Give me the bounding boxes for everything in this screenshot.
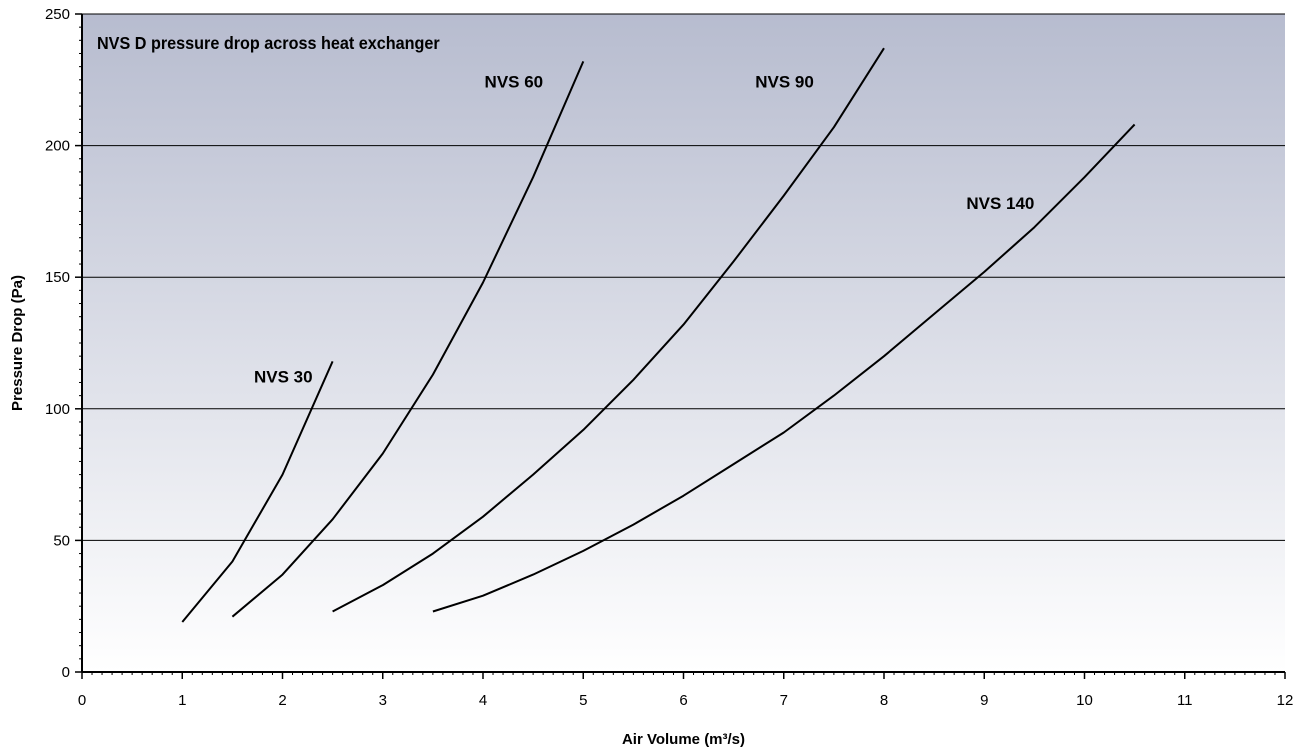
x-tick-label-0: 0 <box>78 692 86 709</box>
y-tick-label-150: 150 <box>45 269 70 286</box>
y-axis-title: Pressure Drop (Pa) <box>9 275 26 411</box>
y-tick-label-0: 0 <box>62 664 70 681</box>
series-line-nvs-30 <box>181 360 334 623</box>
x-tick-label-11: 11 <box>1177 692 1193 709</box>
series-label-nvs-60: NVS 60 <box>485 73 544 92</box>
x-tick-label-6: 6 <box>679 692 687 709</box>
series-label-nvs-30: NVS 30 <box>254 367 313 386</box>
x-tick-label-7: 7 <box>780 692 788 709</box>
x-tick-label-8: 8 <box>880 692 888 709</box>
series-line-nvs-90 <box>332 47 885 613</box>
y-tick-label-250: 250 <box>45 6 70 23</box>
series-label-nvs-90: NVS 90 <box>755 73 814 92</box>
x-tick-label-9: 9 <box>980 692 988 709</box>
x-tick-label-10: 10 <box>1076 692 1093 709</box>
x-axis-title: Air Volume (m³/s) <box>622 731 745 748</box>
chart-title: NVS D pressure drop across heat exchange… <box>97 33 440 53</box>
x-tick-label-3: 3 <box>379 692 387 709</box>
x-tick-label-1: 1 <box>178 692 186 709</box>
plot-area <box>82 14 1285 672</box>
gridlines <box>82 13 1285 541</box>
series-lines <box>181 47 1136 623</box>
series-line-nvs-140 <box>432 123 1136 613</box>
y-tick-label-50: 50 <box>53 532 70 549</box>
series-label-nvs-140: NVS 140 <box>966 194 1034 213</box>
y-tick-label-200: 200 <box>45 138 70 155</box>
x-tick-label-4: 4 <box>479 692 487 709</box>
y-tick-label-100: 100 <box>45 401 70 418</box>
series-line-nvs-60 <box>231 61 585 618</box>
x-tick-label-2: 2 <box>278 692 286 709</box>
x-tick-label-12: 12 <box>1277 692 1294 709</box>
labels: NVS D pressure drop across heat exchange… <box>9 33 1034 748</box>
x-tick-label-5: 5 <box>579 692 587 709</box>
